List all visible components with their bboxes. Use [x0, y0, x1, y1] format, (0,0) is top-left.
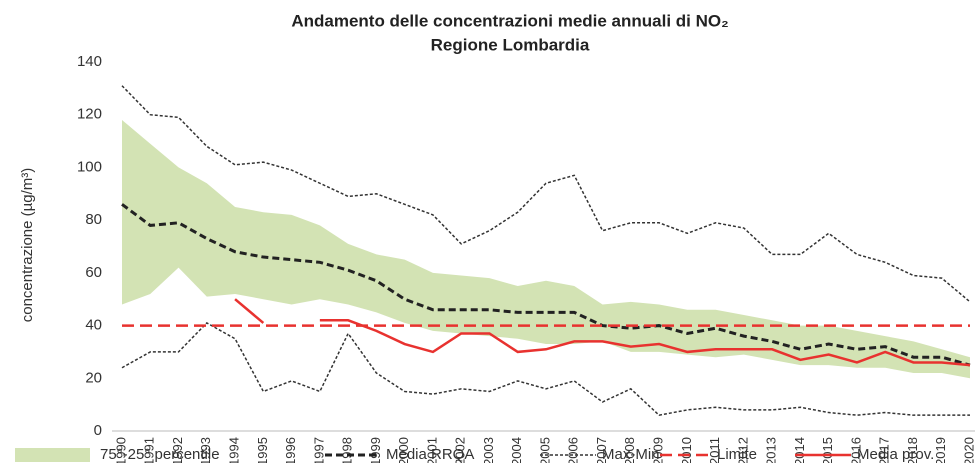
x-tick-label: 1990 [113, 437, 128, 463]
y-axis-label: concentrazione (µg/m³) [19, 168, 36, 323]
x-tick-label: 2013 [764, 437, 779, 463]
x-tick-label: 2018 [905, 437, 920, 463]
x-tick-label: 2002 [453, 437, 468, 463]
y-tick-label: 100 [77, 158, 102, 175]
x-tick-label: 2003 [481, 437, 496, 463]
x-tick-label: 2015 [820, 437, 835, 463]
series-line [121, 203, 971, 367]
y-tick-label: 120 [77, 106, 102, 123]
y-tick-label: 40 [85, 317, 102, 334]
x-tick-label: 1993 [198, 437, 213, 463]
legend-swatch [15, 448, 90, 462]
x-tick-label: 2012 [735, 437, 750, 463]
x-tick-label: 1991 [142, 437, 157, 463]
x-tick-label: 2011 [707, 437, 722, 463]
y-tick-label: 20 [85, 369, 102, 386]
x-tick-label: 1996 [283, 437, 298, 463]
legend-label: 75°-25° percentile [100, 446, 220, 463]
x-tick-label: 1995 [255, 437, 270, 463]
percentile-band [122, 119, 970, 379]
x-tick-label: 2007 [594, 437, 609, 463]
y-tick-label: 80 [85, 211, 102, 228]
x-tick-label: 1992 [170, 437, 185, 463]
x-tick-label: 2020 [961, 437, 976, 463]
x-tick-label: 2004 [509, 437, 524, 463]
legend-label: Max-Min [602, 446, 660, 463]
x-tick-label: 1994 [227, 437, 242, 463]
x-tick-label: 2010 [679, 437, 694, 463]
x-tick-label: 2019 [933, 437, 948, 463]
series-line [121, 85, 971, 303]
series-line [234, 298, 971, 367]
x-tick-label: 2009 [651, 437, 666, 463]
y-tick-label: 60 [85, 264, 102, 281]
x-tick-label: 2000 [396, 437, 411, 463]
y-tick-label: 140 [77, 53, 102, 70]
x-tick-label: 2006 [566, 437, 581, 463]
x-tick-label: 2016 [848, 437, 863, 463]
y-tick-label: 0 [94, 422, 102, 439]
x-tick-label: 2008 [622, 437, 637, 463]
chart-subtitle: Regione Lombardia [431, 35, 590, 54]
x-tick-label: 1997 [311, 437, 326, 463]
x-tick-label: 2017 [877, 437, 892, 463]
x-tick-label: 1999 [368, 437, 383, 463]
x-tick-label: 1998 [340, 437, 355, 463]
legend-label: Media RRQA [386, 446, 474, 463]
x-tick-label: 2014 [792, 437, 807, 463]
chart-title: Andamento delle concentrazioni medie ann… [291, 11, 728, 30]
x-tick-label: 2001 [424, 437, 439, 463]
legend-label: Limite [717, 446, 757, 463]
series-line-min [121, 322, 970, 416]
legend-label: Media prov. [857, 446, 934, 463]
x-tick-label: 2005 [537, 437, 552, 463]
